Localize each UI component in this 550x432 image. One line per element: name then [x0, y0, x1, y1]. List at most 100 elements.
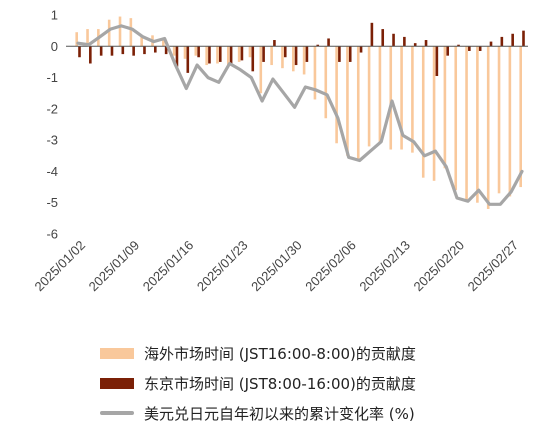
overseas-bar: [389, 46, 393, 150]
x-tick-label: 2025/01/16: [140, 238, 197, 295]
overseas-bar: [346, 46, 349, 156]
overseas-bar: [291, 46, 295, 72]
overseas-bar: [140, 36, 143, 47]
tokyo-bar: [89, 46, 92, 64]
y-tick-label: -6: [46, 227, 58, 242]
legend-item-cumulative: 美元兑日元自年初以来的累计变化率 (%): [100, 398, 416, 428]
tokyo-bar: [273, 40, 276, 47]
legend-swatch-tokyo: [100, 377, 134, 389]
y-axis-ticks: 1 0 -1 -2 -3 -4 -5 -6: [46, 8, 58, 242]
tokyo-bar: [186, 46, 190, 73]
tokyo-bar: [229, 46, 233, 66]
tokyo-bar: [478, 46, 482, 51]
tokyo-bar: [457, 44, 460, 47]
legend-label-tokyo: 东京市场时间 (JST8:00-16:00)的贡献度: [144, 374, 416, 393]
x-tick-label: 2025/02/06: [302, 238, 359, 295]
x-tick-label: 2025/02/20: [411, 238, 468, 295]
tokyo-bar: [283, 46, 287, 58]
overseas-bar: [107, 19, 111, 47]
overseas-bar: [248, 46, 252, 58]
tokyo-bar: [121, 46, 125, 55]
overseas-bar: [216, 46, 219, 64]
x-tick-label: 2025/01/30: [248, 238, 305, 295]
tokyo-bar: [338, 46, 341, 62]
legend-swatch-overseas: [100, 347, 134, 359]
y-tick-label: 1: [51, 8, 58, 23]
overseas-bar: [270, 46, 273, 66]
overseas-bar: [194, 46, 198, 56]
overseas-bar: [183, 46, 187, 59]
tokyo-bar: [392, 33, 395, 47]
y-tick-label: -3: [46, 133, 58, 148]
tokyo-bar: [522, 30, 525, 47]
tokyo-bar: [446, 46, 449, 56]
overseas-bar: [302, 46, 306, 75]
tokyo-bar: [316, 44, 320, 47]
x-tick-label: 2025/01/02: [31, 238, 88, 295]
overseas-bar: [421, 46, 425, 178]
overseas-bar: [486, 46, 490, 209]
x-tick-label: 2025/01/23: [194, 238, 251, 295]
legend-item-tokyo: 东京市场时间 (JST8:00-16:00)的贡献度: [100, 368, 416, 398]
overseas-bar: [118, 16, 122, 47]
overseas-bar: [519, 46, 522, 188]
overseas-bar: [205, 46, 208, 66]
overseas-bar: [378, 46, 382, 144]
y-tick-label: -1: [46, 70, 58, 85]
overseas-bar: [313, 46, 317, 100]
legend-label-overseas: 海外市场时间 (JST16:00-8:00)的贡献度: [144, 344, 416, 363]
legend-label-cumulative: 美元兑日元自年初以来的累计变化率 (%): [144, 404, 415, 423]
tokyo-bar: [240, 46, 244, 61]
tokyo-bar: [143, 46, 146, 55]
overseas-bar: [411, 46, 414, 153]
overseas-bar: [281, 46, 284, 69]
overseas-bar: [432, 46, 436, 181]
tokyo-bar: [197, 46, 200, 58]
tokyo-bar: [305, 46, 309, 62]
overseas-bar: [497, 46, 501, 194]
overseas-bar: [75, 32, 78, 47]
cumulative-change-line: [76, 24, 524, 206]
tokyo-bar: [132, 46, 135, 56]
overseas-bars: [75, 16, 522, 209]
overseas-bar: [367, 46, 371, 147]
legend-swatch-cumulative: [100, 411, 134, 415]
tokyo-bar: [164, 46, 168, 55]
tokyo-bar: [110, 46, 114, 56]
tokyo-bars: [78, 22, 525, 77]
tokyo-bar: [348, 46, 352, 62]
chart-svg: 1 0 -1 -2 -3 -4 -5 -6 2025/01/022025/01/092025/…: [31, 8, 528, 295]
y-tick-label: -5: [46, 195, 58, 210]
tokyo-bar: [78, 46, 81, 58]
tokyo-bar: [381, 29, 385, 47]
y-tick-label: -4: [46, 164, 58, 179]
overseas-bar: [86, 29, 89, 47]
y-tick-label: -2: [46, 101, 58, 116]
tokyo-bar: [489, 41, 493, 47]
legend: 海外市场时间 (JST16:00-8:00)的贡献度 东京市场时间 (JST8:…: [100, 338, 416, 428]
overseas-bar: [259, 46, 263, 94]
tokyo-bar: [500, 36, 504, 47]
tokyo-bar: [435, 46, 439, 77]
tokyo-bar: [208, 46, 211, 64]
legend-item-overseas: 海外市场时间 (JST16:00-8:00)的贡献度: [100, 338, 416, 368]
overseas-bar: [335, 46, 338, 144]
tokyo-bar: [370, 22, 374, 47]
tokyo-bar: [294, 46, 298, 66]
overseas-bar: [465, 46, 468, 200]
overseas-bar: [400, 46, 403, 150]
y-tick-label: 0: [51, 39, 58, 54]
x-tick-label: 2025/02/27: [465, 238, 522, 295]
overseas-bar: [324, 46, 328, 119]
x-axis-ticks: 2025/01/022025/01/092025/01/162025/01/23…: [31, 238, 521, 295]
tokyo-bar: [154, 46, 157, 53]
tokyo-bar: [403, 36, 406, 47]
overseas-bar: [172, 46, 176, 56]
tokyo-bar: [175, 46, 179, 67]
overseas-bar: [237, 46, 241, 62]
overseas-bar: [476, 46, 479, 203]
tokyo-bar: [99, 46, 103, 56]
tokyo-bar: [424, 40, 428, 47]
tokyo-bar: [359, 46, 363, 53]
tokyo-bar: [327, 38, 330, 47]
